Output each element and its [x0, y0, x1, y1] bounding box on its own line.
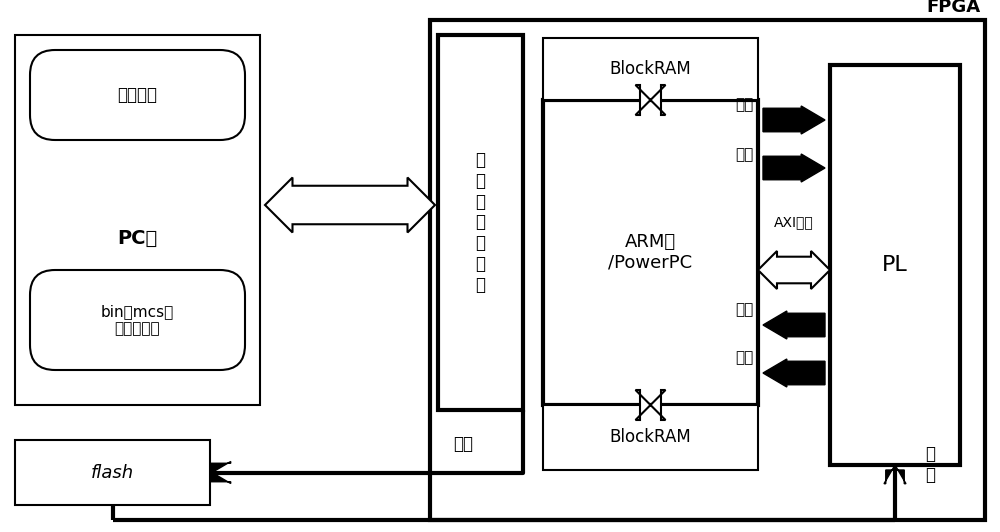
Text: BlockRAM: BlockRAM — [610, 60, 691, 78]
Polygon shape — [763, 154, 825, 182]
Bar — [543, 405, 758, 470]
Polygon shape — [758, 251, 830, 289]
Bar — [543, 38, 758, 100]
Text: 数据: 数据 — [735, 147, 753, 162]
Polygon shape — [210, 461, 231, 484]
Text: PL: PL — [882, 255, 908, 275]
Text: 外
围
总
线
及
接
口: 外 围 总 线 及 接 口 — [476, 151, 486, 294]
Polygon shape — [884, 465, 906, 484]
Text: 指令: 指令 — [735, 303, 753, 318]
Text: bin、mcs等
可执行文件: bin、mcs等 可执行文件 — [101, 304, 174, 336]
Text: FPGA: FPGA — [927, 0, 981, 16]
FancyBboxPatch shape — [30, 50, 245, 140]
Text: flash: flash — [91, 463, 134, 481]
Bar — [15, 440, 210, 505]
Bar — [830, 65, 960, 465]
Polygon shape — [763, 311, 825, 339]
Text: AXI总线: AXI总线 — [774, 215, 814, 229]
Polygon shape — [763, 106, 825, 134]
Text: ARM核
/PowerPC: ARM核 /PowerPC — [608, 233, 693, 272]
Text: 写入: 写入 — [453, 435, 473, 453]
Text: BlockRAM: BlockRAM — [610, 428, 691, 446]
Text: 加
载: 加 载 — [925, 445, 935, 484]
Polygon shape — [265, 178, 435, 232]
Text: 指令: 指令 — [735, 97, 753, 112]
Text: 数据: 数据 — [735, 351, 753, 365]
Bar — [438, 35, 523, 410]
Bar — [15, 35, 260, 405]
Polygon shape — [636, 85, 666, 115]
Polygon shape — [763, 359, 825, 387]
FancyBboxPatch shape — [30, 270, 245, 370]
Text: 控制指令: 控制指令 — [118, 86, 158, 104]
Text: PC机: PC机 — [117, 229, 158, 248]
Polygon shape — [636, 390, 666, 420]
Bar — [543, 100, 758, 405]
Bar — [430, 20, 985, 520]
